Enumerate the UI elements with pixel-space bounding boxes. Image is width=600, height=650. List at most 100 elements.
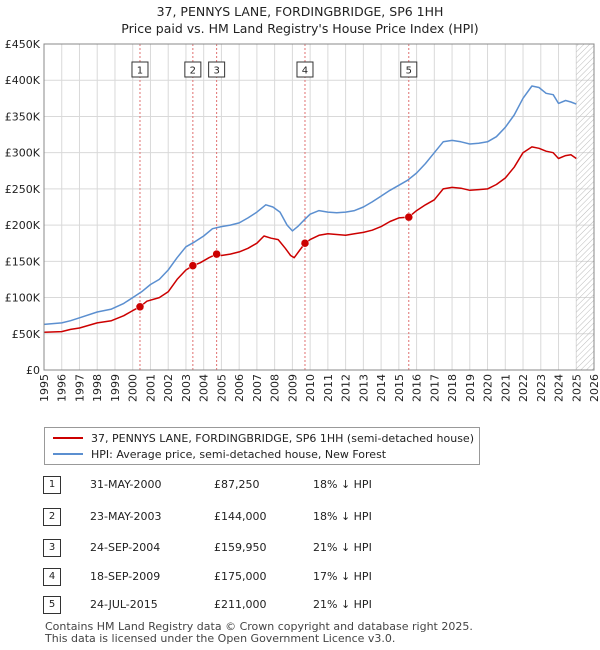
property-price-line (43, 146, 577, 334)
x-tick-label: 2021 (499, 374, 512, 402)
x-tick-label: 2002 (162, 374, 175, 402)
x-tick-label: 2010 (304, 374, 317, 402)
table-row: 5 24-JUL-2015 £211,000 21% ↓ HPI (0, 596, 600, 616)
x-tick-label: 2023 (535, 374, 548, 402)
sale-points (135, 212, 414, 312)
hpi-comparison: 18% ↓ HPI (313, 510, 372, 523)
sale-label-box (131, 61, 149, 78)
chart-title: 37, PENNYS LANE, FORDINGBRIDGE, SP6 1HH (156, 4, 444, 19)
x-tick-label: 2026 (588, 374, 600, 402)
y-tick-label: £450K (5, 38, 41, 51)
sale-label-box (208, 61, 226, 78)
y-tick-label: £0 (26, 364, 40, 377)
hpi-line (43, 85, 577, 326)
y-tick-label: £300K (5, 147, 41, 160)
sale-date: 24-SEP-2004 (90, 541, 161, 554)
x-tick-label: 2017 (428, 374, 441, 402)
row-number-badge: 3 (43, 539, 61, 557)
x-tick-label: 2012 (340, 374, 353, 402)
sale-label-box (296, 61, 314, 78)
x-tick-label: 2025 (570, 374, 583, 402)
sale-label-box (400, 61, 418, 78)
sale-price: £175,000 (214, 570, 267, 583)
sale-label-number: 4 (302, 66, 308, 77)
x-tick-label: 2022 (517, 374, 530, 402)
sale-label-box (184, 61, 202, 78)
grid (43, 43, 595, 371)
legend: 37, PENNYS LANE, FORDINGBRIDGE, SP6 1HH … (44, 427, 480, 465)
table-row: 4 18-SEP-2009 £175,000 17% ↓ HPI (0, 568, 600, 588)
axes: £0 £50K £100K £150K £200K £250K £300K £350K £400… (5, 38, 600, 402)
x-tick-label: 1998 (91, 374, 104, 402)
x-tick-label: 2024 (553, 374, 566, 402)
sale-date: 31-MAY-2000 (90, 478, 162, 491)
sale-price: £211,000 (214, 598, 267, 611)
y-tick-label: £50K (12, 328, 41, 341)
x-tick-label: 2013 (357, 374, 370, 402)
x-tick-label: 2015 (393, 374, 406, 402)
legend-item-property: 37, PENNYS LANE, FORDINGBRIDGE, SP6 1HH … (53, 430, 474, 446)
legend-swatch-property (53, 437, 83, 439)
y-tick-label: £400K (5, 74, 41, 87)
x-tick-label: 2011 (322, 374, 335, 402)
x-tick-label: 1999 (109, 374, 122, 402)
x-tick-label: 2008 (269, 374, 282, 402)
table-row: 2 23-MAY-2003 £144,000 18% ↓ HPI (0, 508, 600, 528)
sale-point (300, 238, 310, 248)
y-tick-label: £250K (5, 183, 41, 196)
hpi-comparison: 17% ↓ HPI (313, 570, 372, 583)
x-tick-label: 2014 (375, 374, 388, 402)
x-tick-label: 1995 (38, 374, 51, 402)
x-tick-label: 2000 (127, 374, 140, 402)
sale-label-number: 2 (190, 66, 196, 77)
footer-licence: This data is licensed under the Open Gov… (45, 632, 396, 645)
sale-labels: 1 2 3 4 5 (131, 61, 418, 78)
x-tick-label: 2018 (446, 374, 459, 402)
hpi-comparison: 18% ↓ HPI (313, 478, 372, 491)
x-tick-label: 2020 (482, 374, 495, 402)
sale-price: £87,250 (214, 478, 260, 491)
y-tick-label: £350K (5, 110, 41, 123)
future-hatch (576, 44, 594, 370)
x-tick-label: 1997 (73, 374, 86, 402)
table-row: 3 24-SEP-2004 £159,950 21% ↓ HPI (0, 539, 600, 559)
hpi-comparison: 21% ↓ HPI (313, 598, 372, 611)
x-tick-label: 2019 (464, 374, 477, 402)
x-tick-label: 2009 (286, 374, 299, 402)
hpi-comparison: 21% ↓ HPI (313, 541, 372, 554)
x-tick-label: 2004 (198, 374, 211, 402)
row-number-badge: 1 (43, 476, 61, 494)
sale-point (188, 261, 198, 270)
sale-label-number: 1 (137, 66, 143, 77)
row-number-badge: 2 (43, 508, 61, 526)
legend-swatch-hpi (53, 453, 83, 455)
series-lines (43, 85, 577, 334)
sale-date: 18-SEP-2009 (90, 570, 161, 583)
row-number-badge: 4 (43, 568, 61, 586)
price-chart: 1 2 3 4 5 £0 £50K £100K £150K £200K £250K £300K £35… (5, 38, 600, 402)
y-tick-label: £100K (5, 292, 41, 305)
footer-copyright: Contains HM Land Registry data © Crown c… (45, 620, 473, 633)
legend-label-property: 37, PENNYS LANE, FORDINGBRIDGE, SP6 1HH … (91, 431, 474, 445)
y-tick-label: £200K (5, 219, 41, 232)
sale-point (404, 212, 414, 222)
sale-label-number: 5 (406, 66, 412, 77)
sale-date: 23-MAY-2003 (90, 510, 162, 523)
x-tick-label: 1996 (56, 374, 69, 402)
x-tick-label: 2007 (251, 374, 264, 402)
y-tick-label: £150K (5, 255, 41, 268)
sale-price: £159,950 (214, 541, 267, 554)
sale-label-number: 3 (213, 66, 219, 77)
x-tick-label: 2016 (411, 374, 424, 402)
x-tick-label: 2003 (180, 374, 193, 402)
sale-date: 24-JUL-2015 (90, 598, 158, 611)
future-hatch-area (576, 44, 594, 370)
x-tick-label: 2001 (144, 374, 157, 402)
legend-label-hpi: HPI: Average price, semi-detached house,… (91, 447, 387, 461)
table-row: 1 31-MAY-2000 £87,250 18% ↓ HPI (0, 476, 600, 496)
plot-frame (43, 43, 595, 371)
sale-point (212, 249, 221, 259)
sale-point (135, 302, 145, 312)
row-number-badge: 5 (43, 596, 61, 614)
x-tick-label: 2005 (215, 374, 228, 402)
